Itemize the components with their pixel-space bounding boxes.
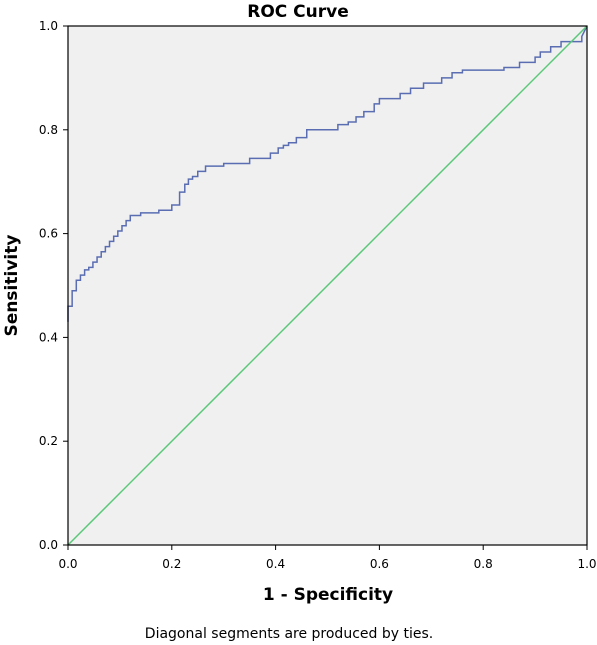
y-tick-label: 0.0 [39,538,58,552]
chart-title: ROC Curve [247,2,349,22]
y-tick-label: 0.4 [39,330,58,344]
x-tick-label: 0.8 [474,557,493,571]
reference-diagonal-line [67,25,588,546]
y-tick-label: 1.0 [39,19,58,33]
roc-curve-line [67,25,588,322]
x-tick-label: 0.4 [266,557,285,571]
x-tick-label: 0.2 [162,557,181,571]
y-tick-label: 0.6 [39,227,58,241]
plot-frame [67,25,588,546]
x-tick-label: 0.0 [58,557,77,571]
footnote: Diagonal segments are produced by ties. [145,626,433,642]
x-tick-label: 0.6 [370,557,389,571]
y-tick-label: 0.8 [39,123,58,137]
y-tick-label: 0.2 [39,434,58,448]
y-axis-title: Sensitivity [2,235,22,337]
x-axis-title: 1 - Specificity [263,585,393,605]
x-tick-label: 1.0 [577,557,596,571]
